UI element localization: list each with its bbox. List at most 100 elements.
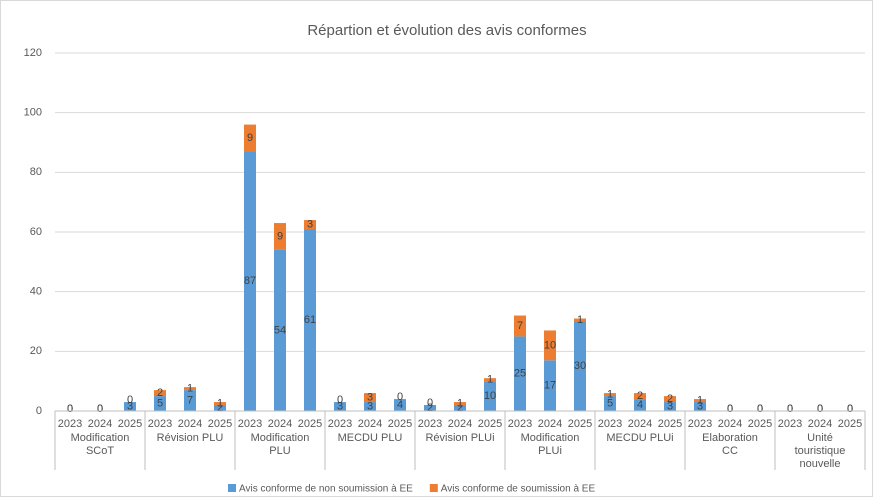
data-label: 3	[307, 218, 313, 230]
x-tick-label: 2023	[58, 418, 82, 430]
data-label: 54	[274, 324, 286, 336]
group-label-box: Révision PLU	[156, 432, 224, 444]
x-tick-label: 2025	[118, 418, 142, 430]
data-label: 1	[607, 388, 613, 400]
bar-segment	[574, 321, 586, 411]
data-label: 5	[607, 397, 613, 409]
data-label: 30	[574, 360, 586, 372]
x-tick-label: 2023	[508, 418, 532, 430]
bar-segment	[694, 402, 706, 411]
legend-swatch	[429, 484, 438, 492]
x-tick-label: 2024	[268, 418, 292, 430]
data-label: 0	[727, 403, 733, 415]
bar-segment	[124, 402, 136, 411]
group-label: MECDU PLUi	[606, 432, 674, 444]
bar-segment	[634, 393, 646, 400]
data-label: 0	[787, 403, 793, 415]
x-tick-label: 2024	[358, 418, 382, 430]
bar-segment	[664, 402, 676, 411]
data-label: 87	[244, 275, 256, 287]
data-label: 1	[217, 397, 223, 409]
x-tick-label: 2025	[208, 418, 232, 430]
y-tick-label: 20	[30, 345, 42, 357]
data-label: 2	[637, 390, 643, 402]
y-tick-label: 40	[30, 286, 42, 298]
bar-segment	[514, 336, 526, 411]
data-label: 0	[67, 403, 73, 415]
x-tick-label: 2025	[748, 418, 772, 430]
bar-segment	[484, 378, 496, 382]
data-label: 1	[187, 383, 193, 395]
data-label: 0	[817, 403, 823, 415]
data-label: 2	[157, 387, 163, 399]
x-tick-label: 2023	[598, 418, 622, 430]
data-label: 0	[67, 403, 73, 415]
bar-segment	[604, 396, 616, 411]
x-tick-label: 2024	[178, 418, 202, 430]
x-tick-label: 2025	[388, 418, 412, 430]
group-label: MECDU PLU	[337, 432, 403, 444]
data-label: 4	[397, 399, 403, 411]
x-tick-label: 2024	[538, 418, 562, 430]
bar-segment	[424, 405, 436, 411]
x-tick-label: 2025	[658, 418, 682, 430]
group-label-box: Unité touristique nouvelle	[794, 432, 846, 470]
data-label: 0	[97, 403, 103, 415]
x-tick-label: 2024	[88, 418, 112, 430]
data-label: 0	[427, 397, 433, 409]
bar-segment	[514, 315, 526, 337]
data-label: 0	[337, 394, 343, 406]
data-label: 0	[397, 391, 403, 403]
bar-segment	[454, 402, 466, 406]
data-label: 61	[304, 314, 316, 326]
data-label: 1	[577, 314, 583, 326]
y-tick-label: 80	[30, 166, 42, 178]
bar-segment	[274, 249, 286, 411]
data-label: 0	[847, 403, 853, 415]
data-label: 0	[97, 403, 103, 415]
data-label: 0	[757, 403, 763, 415]
bar-segment	[334, 402, 346, 411]
data-label: 5	[157, 397, 163, 409]
data-label: 1	[697, 394, 703, 406]
y-tick-label: 100	[24, 107, 42, 119]
bar-segment	[544, 360, 556, 411]
data-label: 7	[517, 320, 523, 332]
bar-segment	[214, 405, 226, 411]
x-tick-label: 2024	[628, 418, 652, 430]
bar-segment	[154, 396, 166, 411]
data-label: 3	[667, 400, 673, 412]
bar-segment	[364, 402, 376, 411]
x-tick-label: 2025	[298, 418, 322, 430]
chart-title: Répartion et évolution des avis conforme…	[307, 22, 586, 39]
data-label: 4	[637, 399, 643, 411]
group-label-box: Modification PLU	[251, 432, 310, 457]
x-tick-label: 2023	[238, 418, 262, 430]
bar-segment	[214, 402, 226, 406]
data-label: 9	[277, 230, 283, 242]
group-label: Modification SCoT	[70, 432, 130, 457]
group-label: Elaboration CC	[702, 432, 758, 457]
bar-segment	[664, 396, 676, 403]
y-tick-label: 0	[36, 405, 42, 417]
group-label: Révision PLU	[156, 432, 224, 444]
legend-label: Avis conforme de soumission à EE	[441, 484, 596, 495]
bar-segment	[544, 330, 556, 361]
group-label-box: MECDU PLUi	[606, 432, 674, 444]
group-label: Unité touristique nouvelle	[794, 432, 846, 470]
bar-segment	[394, 399, 406, 411]
data-label: 9	[247, 132, 253, 144]
bar-segment	[244, 151, 256, 411]
data-label: 3	[697, 400, 703, 412]
data-label: 10	[544, 339, 556, 351]
bar-segment	[574, 318, 586, 322]
bar-segment	[304, 220, 316, 230]
group-label-box: Révision PLUi	[425, 432, 494, 444]
data-label: 3	[367, 400, 373, 412]
bar-segment	[604, 393, 616, 397]
data-label: 2	[217, 402, 223, 414]
data-label: 1	[487, 374, 493, 386]
data-label: 0	[127, 394, 133, 406]
data-label: 0	[787, 403, 793, 415]
